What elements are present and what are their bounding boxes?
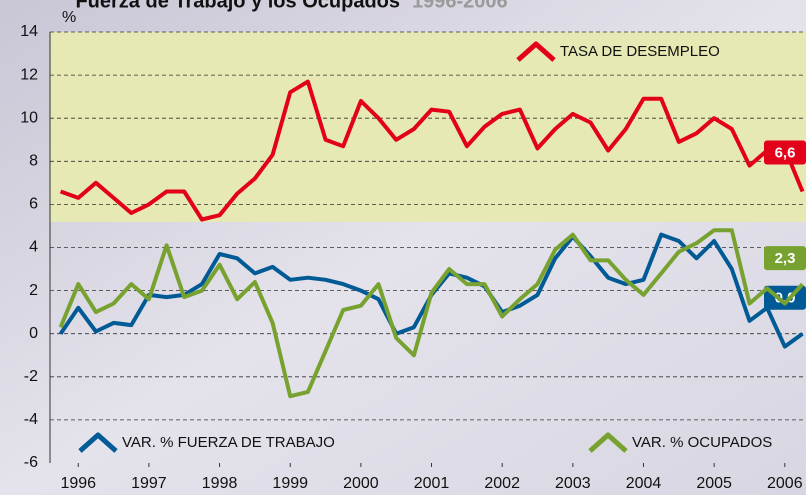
y-axis-label: % [62, 9, 76, 26]
y-tick-label: -2 [24, 368, 38, 385]
y-tick-label: 14 [20, 23, 38, 40]
page: {"chart_data": {"type": "line", "title":… [0, 0, 806, 495]
x-tick-label: 2004 [626, 475, 662, 492]
y-tick-label: 0 [29, 325, 38, 342]
legend-label: VAR. % OCUPADOS [632, 434, 772, 451]
y-tick-label: 6 [29, 196, 38, 213]
y-tick-label: 12 [20, 66, 38, 83]
y-tick-label: -6 [24, 454, 38, 471]
value-label: 2,3 [775, 250, 796, 267]
x-tick-label: 1999 [272, 475, 308, 492]
x-tick-label: 2002 [484, 475, 520, 492]
legend-label: TASA DE DESEMPLEO [560, 43, 720, 60]
legend-label: VAR. % FUERZA DE TRABAJO [122, 434, 335, 451]
x-tick-label: 1997 [131, 475, 167, 492]
y-tick-label: 2 [29, 282, 38, 299]
value-label: 6,6 [775, 144, 796, 161]
x-tick-label: 1996 [60, 475, 96, 492]
x-tick-label: 2006 [767, 475, 803, 492]
y-tick-label: 8 [29, 153, 38, 170]
x-tick-label: 1998 [202, 475, 238, 492]
x-tick-label: 2001 [414, 475, 450, 492]
y-tick-label: 10 [20, 109, 38, 126]
x-tick-label: 2003 [555, 475, 591, 492]
chart-title: Fuerza de Trabajo y los Ocupados [75, 0, 400, 12]
chart-subtitle: 1996-2006 [412, 0, 508, 12]
chart: Fuerza de Trabajo y los Ocupados 1996-20… [0, 0, 806, 495]
y-tick-label: 4 [29, 239, 38, 256]
x-tick-label: 2000 [343, 475, 379, 492]
x-tick-label: 2005 [696, 475, 732, 492]
y-tick-label: -4 [24, 411, 38, 428]
